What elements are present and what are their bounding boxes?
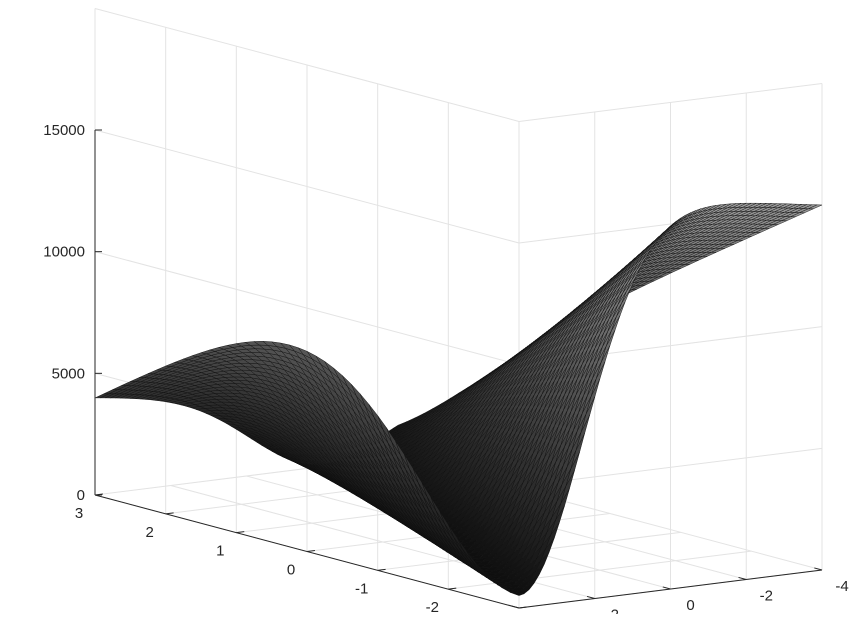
surface-mesh — [94, 202, 823, 596]
y-tick-label: 2 — [611, 607, 619, 615]
y-tick — [738, 576, 747, 580]
x-tick — [306, 550, 316, 552]
x-tick-label: 1 — [216, 543, 224, 560]
x-tick — [518, 606, 528, 609]
x-tick — [165, 512, 174, 515]
x-tick-label: 2 — [145, 524, 153, 541]
x-tick-label: 0 — [287, 562, 295, 579]
z-tick-label: 5000 — [52, 365, 85, 382]
grid-line-side-wall-z — [94, 129, 520, 244]
axes-layer — [94, 129, 823, 609]
grid-line-side-wall-z — [94, 7, 520, 122]
x-tick-label: -2 — [426, 599, 439, 614]
x-tick-label: -1 — [355, 580, 368, 597]
z-tick-label: 15000 — [43, 122, 85, 139]
x-tick — [236, 531, 245, 534]
y-tick — [586, 595, 595, 599]
z-tick-label: 0 — [77, 487, 85, 504]
y-tick — [814, 567, 823, 571]
grid-line-back-wall-z — [518, 82, 823, 122]
x-tick — [377, 568, 386, 571]
x-tick-label: 3 — [75, 505, 83, 522]
y-tick-label: -2 — [760, 588, 773, 605]
y-tick — [662, 586, 671, 590]
x-tick — [94, 493, 104, 496]
y-tick-label: -4 — [835, 578, 848, 595]
x-tick — [448, 587, 457, 590]
grid-line-side-wall-z — [94, 251, 520, 366]
z-tick-label: 10000 — [43, 244, 85, 261]
y-tick — [511, 605, 520, 609]
y-tick-label: 0 — [686, 597, 694, 614]
